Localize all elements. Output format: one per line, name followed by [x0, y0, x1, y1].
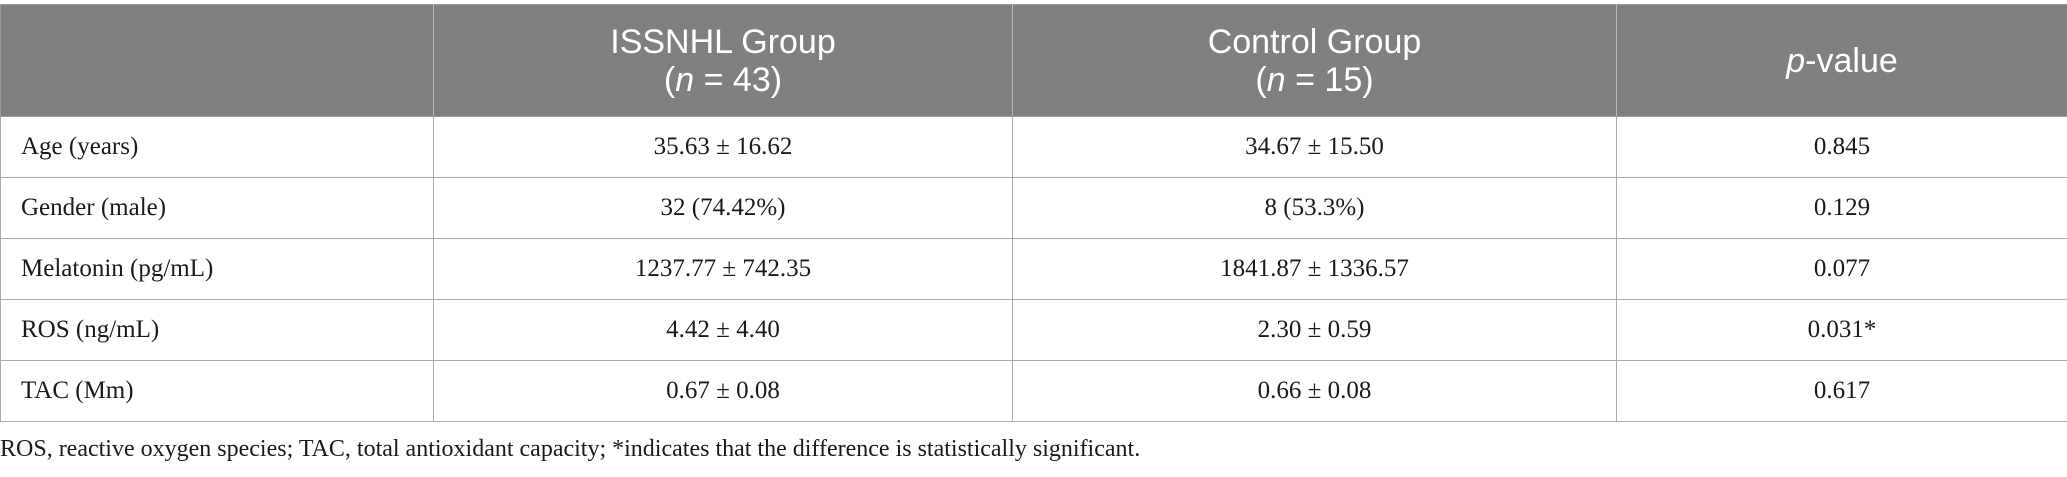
header-control-n: (n = 15): [1255, 60, 1374, 99]
header-p-value: p-value: [1616, 4, 2067, 117]
table-body: Age (years) 35.63 ± 16.62 34.67 ± 15.50 …: [0, 116, 2067, 422]
table-row: Melatonin (pg/mL) 1237.77 ± 742.35 1841.…: [0, 238, 2067, 300]
control-value: 0.66 ± 0.08: [1012, 360, 1617, 422]
header-control-group: Control Group (n = 15): [1012, 4, 1617, 117]
header-issnhl-n: (n = 43): [663, 60, 783, 99]
header-row: ISSNHL Group (n = 43) Control Group (n =…: [0, 4, 2067, 117]
p-value: 0.129: [1616, 177, 2067, 239]
control-value: 8 (53.3%): [1012, 177, 1617, 239]
comparison-table: ISSNHL Group (n = 43) Control Group (n =…: [0, 4, 2067, 422]
row-label: Melatonin (pg/mL): [0, 238, 434, 300]
header-control-title: Control Group: [1207, 22, 1422, 61]
control-value: 34.67 ± 15.50: [1012, 116, 1617, 178]
issnhl-value: 4.42 ± 4.40: [433, 299, 1013, 361]
header-issnhl-title: ISSNHL Group: [610, 22, 836, 61]
p-value: 0.031*: [1616, 299, 2067, 361]
p-value: 0.845: [1616, 116, 2067, 178]
table-row: Age (years) 35.63 ± 16.62 34.67 ± 15.50 …: [0, 116, 2067, 178]
row-label: ROS (ng/mL): [0, 299, 434, 361]
row-label: Age (years): [0, 116, 434, 178]
table-row: Gender (male) 32 (74.42%) 8 (53.3%) 0.12…: [0, 177, 2067, 239]
p-value: 0.617: [1616, 360, 2067, 422]
header-empty-cell: [0, 4, 434, 117]
control-value: 1841.87 ± 1336.57: [1012, 238, 1617, 300]
table-row: ROS (ng/mL) 4.42 ± 4.40 2.30 ± 0.59 0.03…: [0, 299, 2067, 361]
issnhl-value: 1237.77 ± 742.35: [433, 238, 1013, 300]
table-row: TAC (Mm) 0.67 ± 0.08 0.66 ± 0.08 0.617: [0, 360, 2067, 422]
p-value: 0.077: [1616, 238, 2067, 300]
header-issnhl-group: ISSNHL Group (n = 43): [433, 4, 1013, 117]
table-header: ISSNHL Group (n = 43) Control Group (n =…: [0, 4, 2067, 117]
row-label: TAC (Mm): [0, 360, 434, 422]
issnhl-value: 35.63 ± 16.62: [433, 116, 1013, 178]
data-table-container: ISSNHL Group (n = 43) Control Group (n =…: [0, 4, 2067, 422]
issnhl-value: 0.67 ± 0.08: [433, 360, 1013, 422]
table-footnote: ROS, reactive oxygen species; TAC, total…: [0, 436, 1141, 462]
issnhl-value: 32 (74.42%): [433, 177, 1013, 239]
row-label: Gender (male): [0, 177, 434, 239]
control-value: 2.30 ± 0.59: [1012, 299, 1617, 361]
